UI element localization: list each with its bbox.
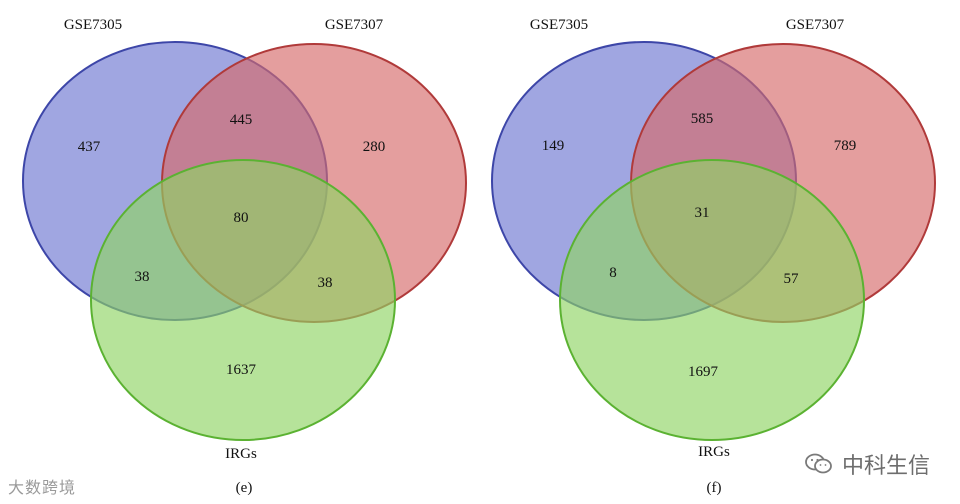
set-c-title: IRGs — [698, 444, 730, 460]
region-ab: 585 — [691, 111, 714, 127]
region-a-only: 149 — [542, 138, 565, 154]
set-c-ellipse — [559, 159, 865, 441]
set-a-title: GSE7305 — [64, 17, 122, 33]
panel-label: (e) — [236, 480, 253, 496]
region-c-only: 1637 — [226, 362, 257, 378]
region-bc: 57 — [784, 271, 800, 287]
region-b-only: 280 — [363, 139, 386, 155]
watermark-right: 中科生信 — [804, 448, 930, 480]
region-ab: 445 — [230, 112, 253, 128]
region-c-only: 1697 — [688, 364, 719, 380]
region-a-only: 437 — [78, 139, 101, 155]
set-a-title: GSE7305 — [530, 17, 588, 33]
watermark-right-text: 中科生信 — [841, 454, 930, 479]
region-b-only: 789 — [834, 138, 857, 154]
venn-panel-f: GSE7305 GSE7307 IRGs 149 789 585 31 8 57… — [491, 17, 936, 496]
set-c-ellipse — [90, 159, 396, 441]
venn-panel-e: GSE7305 GSE7307 IRGs 437 280 445 80 38 3… — [22, 17, 467, 496]
watermark-left: 大数跨境 — [8, 478, 77, 497]
panel-label: (f) — [707, 480, 722, 496]
region-abc: 80 — [234, 210, 249, 226]
set-b-title: GSE7307 — [325, 17, 384, 33]
set-c-title: IRGs — [225, 446, 257, 462]
wechat-icon — [805, 453, 832, 474]
set-b-title: GSE7307 — [786, 17, 845, 33]
region-ac: 8 — [609, 265, 617, 281]
region-ac: 38 — [135, 269, 150, 285]
region-abc: 31 — [695, 205, 710, 221]
region-bc: 38 — [318, 275, 333, 291]
